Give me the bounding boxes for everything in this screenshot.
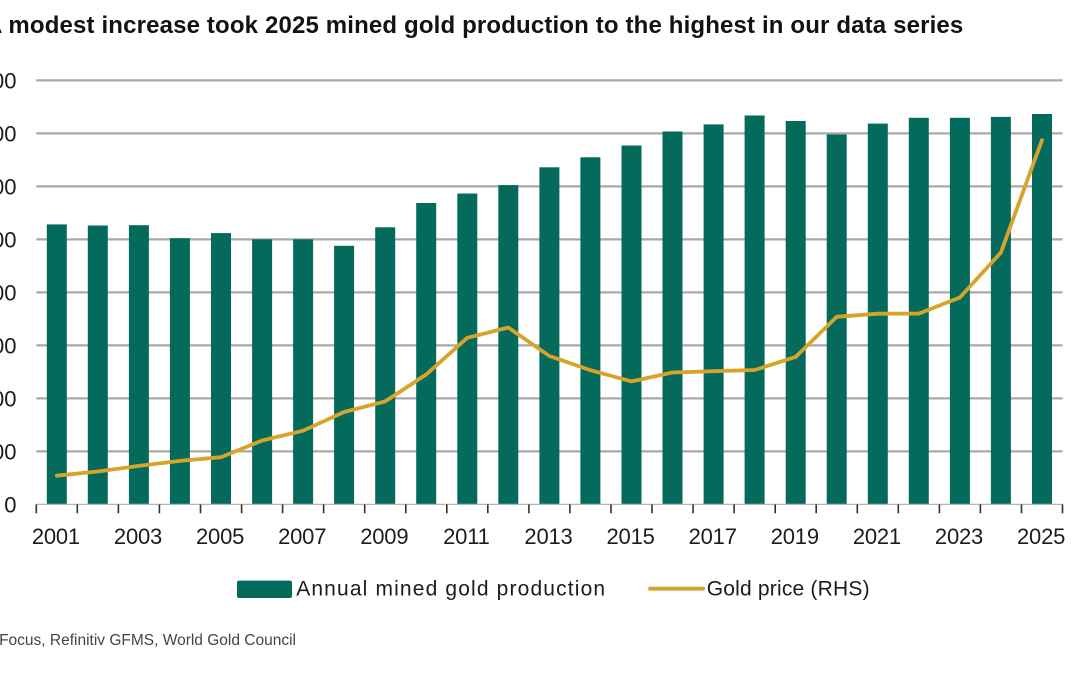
svg-text:2021: 2021 xyxy=(853,524,901,549)
svg-text:Gold price (RHS): Gold price (RHS) xyxy=(707,577,870,600)
svg-text:4,000: 4,000 xyxy=(0,68,17,93)
svg-text:2013: 2013 xyxy=(524,524,572,549)
svg-text:2,000: 2,000 xyxy=(0,280,17,305)
svg-text:2011: 2011 xyxy=(443,524,490,549)
svg-text:2025: 2025 xyxy=(1017,524,1065,549)
svg-text:500: 500 xyxy=(0,439,17,464)
svg-text:2001: 2001 xyxy=(32,524,80,549)
svg-text:Annual mined gold production: Annual mined gold production xyxy=(296,577,606,600)
svg-text:1,000: 1,000 xyxy=(0,386,17,411)
svg-text:2007: 2007 xyxy=(278,524,326,549)
svg-text:2017: 2017 xyxy=(689,524,737,549)
svg-text:1,500: 1,500 xyxy=(0,333,17,358)
svg-text:2023: 2023 xyxy=(935,524,983,549)
svg-text:3,000: 3,000 xyxy=(0,174,17,199)
svg-text:0: 0 xyxy=(4,492,16,517)
svg-text:2003: 2003 xyxy=(114,524,162,549)
svg-text:2019: 2019 xyxy=(771,524,819,549)
svg-text:2009: 2009 xyxy=(360,524,408,549)
svg-text:2,500: 2,500 xyxy=(0,227,17,252)
svg-text:2005: 2005 xyxy=(196,524,244,549)
svg-text:2015: 2015 xyxy=(607,524,655,549)
svg-text:3,500: 3,500 xyxy=(0,121,17,146)
